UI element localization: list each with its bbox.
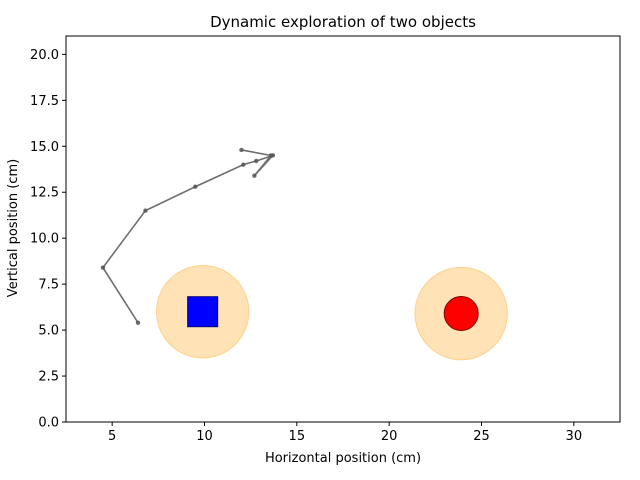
chart-title: Dynamic exploration of two objects (210, 13, 476, 31)
y-tick-label: 20.0 (30, 48, 59, 63)
y-tick-label: 12.5 (30, 186, 59, 201)
x-tick-label: 10 (196, 429, 213, 444)
circle-object (443, 296, 479, 332)
trajectory-point (252, 173, 257, 178)
x-tick-label: 30 (566, 429, 583, 444)
square-object (187, 296, 219, 328)
y-tick-label: 2.5 (38, 370, 59, 385)
plot-frame (65, 35, 621, 423)
x-tick-label: 20 (381, 429, 398, 444)
trajectory-point (241, 162, 246, 167)
y-axis-ticks: 0.0 2.5 5.0 7.5 10.0 12.5 15.0 17.5 20.0 (30, 48, 66, 431)
trajectory-line (101, 149, 276, 324)
y-axis-label: Vertical position (cm) (6, 159, 21, 297)
trajectory-point (268, 153, 274, 158)
trajectory-point (143, 208, 148, 213)
trajectory (100, 147, 276, 325)
y-tick-label: 0.0 (38, 416, 59, 431)
x-axis-ticks: 5 10 15 20 25 30 (108, 422, 582, 444)
x-tick-label: 5 (108, 429, 116, 444)
trajectory-point (193, 184, 198, 189)
trajectory-point (100, 265, 106, 270)
x-axis-label: Horizontal position (cm) (265, 451, 421, 466)
y-tick-label: 17.5 (30, 94, 59, 109)
x-tick-label: 15 (289, 429, 306, 444)
y-tick-label: 15.0 (30, 140, 59, 155)
trajectory-point (254, 158, 259, 164)
objects (187, 296, 479, 332)
y-tick-label: 10.0 (30, 232, 59, 247)
trajectory-point (135, 320, 141, 325)
y-tick-label: 5.0 (38, 324, 59, 339)
y-tick-label: 7.5 (38, 278, 59, 293)
x-tick-label: 25 (473, 429, 490, 444)
trajectory-point (239, 147, 244, 153)
